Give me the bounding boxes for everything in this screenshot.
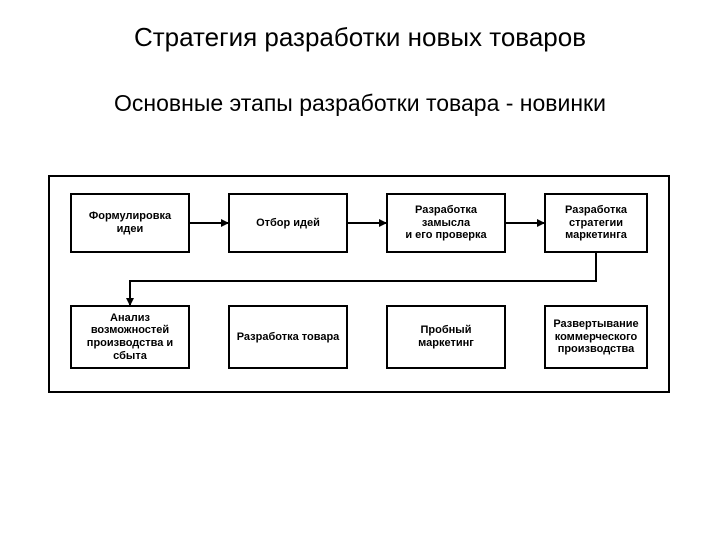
flow-node: Разработкастратегиимаркетинга — [544, 193, 648, 253]
flowchart-diagram: Формулировкаидеи Отбор идей Разработказамы… — [48, 175, 672, 395]
flow-node: Отбор идей — [228, 193, 348, 253]
page-title: Стратегия разработки новых товаров — [0, 22, 720, 53]
slide: Стратегия разработки новых товаров Основ… — [0, 0, 720, 540]
flow-node: Пробныймаркетинг — [386, 305, 506, 369]
flow-node: Разработказамыслаи его проверка — [386, 193, 506, 253]
flow-node: Развертываниекоммерческогопроизводства — [544, 305, 648, 369]
flow-node: Анализвозможностейпроизводства и сбыта — [70, 305, 190, 369]
flow-node: Разработка товара — [228, 305, 348, 369]
flow-node: Формулировкаидеи — [70, 193, 190, 253]
page-subtitle: Основные этапы разработки товара - новин… — [0, 90, 720, 117]
